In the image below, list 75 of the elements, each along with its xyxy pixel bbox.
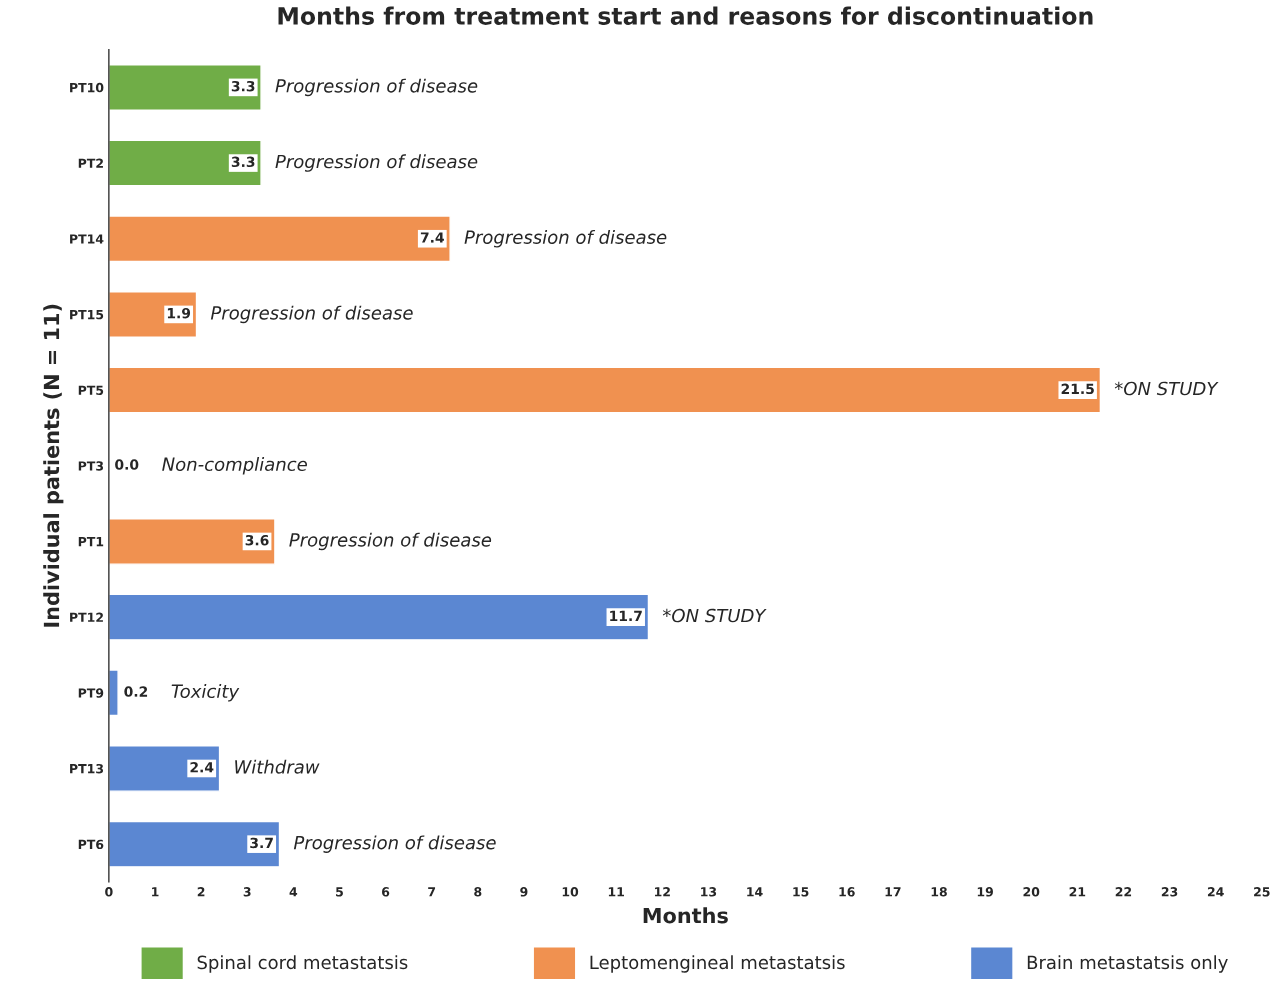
data-label: 1.9 — [167, 307, 191, 319]
y-tick-label: PT12 — [70, 612, 103, 622]
data-label: 3.3 — [231, 80, 255, 92]
annotation: *ON STUDY — [662, 608, 767, 623]
y-tick-label: PT15 — [70, 310, 104, 320]
x-tick-label: 0 — [105, 887, 113, 897]
x-tick-label: 13 — [701, 887, 717, 897]
x-axis-title: Months — [643, 907, 728, 924]
x-tick-label: 21 — [1069, 887, 1086, 897]
x-tick-label: 14 — [747, 887, 763, 897]
y-tick-label: PT10 — [70, 82, 104, 93]
annotation: Withdraw — [235, 759, 320, 774]
y-tick-label: PT14 — [70, 234, 104, 244]
x-tick-label: 8 — [474, 887, 482, 897]
legend-label: Spinal cord metastatsis — [197, 955, 408, 973]
annotation: Progression of disease — [464, 230, 667, 248]
annotation: Progression of disease — [275, 154, 478, 172]
x-tick-label: 24 — [1207, 887, 1224, 897]
x-tick-label: 5 — [336, 887, 343, 897]
x-tick-label: 23 — [1161, 887, 1178, 897]
y-tick-label: PT3 — [78, 461, 104, 471]
y-tick-label: PT6 — [78, 839, 104, 850]
annotation: Toxicity — [171, 684, 240, 702]
data-label: 3.7 — [250, 837, 273, 849]
annotation: Progression of disease — [210, 305, 413, 324]
y-tick-label: PT1 — [78, 537, 104, 547]
legend-label: Brain metastatsis only — [1027, 955, 1228, 973]
x-tick-label: 15 — [793, 887, 809, 897]
data-label: 7.4 — [420, 232, 444, 243]
x-tick-label: 7 — [428, 887, 436, 897]
y-axis-title: Individual patients (N = 11) — [43, 304, 64, 627]
y-tick-label: PT9 — [78, 688, 104, 698]
x-tick-label: 6 — [382, 887, 390, 897]
x-tick-label: 25 — [1254, 887, 1270, 897]
annotation: Progression of disease — [293, 835, 496, 853]
bar — [108, 820, 281, 868]
annotation: Progression of disease — [289, 532, 492, 551]
data-label: 3.6 — [245, 534, 269, 546]
data-label: 11.7 — [610, 610, 642, 621]
annotation: Non-compliance — [162, 457, 307, 475]
x-tick-label: 19 — [977, 887, 993, 897]
annotation: *ON STUDY — [1114, 381, 1219, 396]
legend-label: Leptomengineal metastatsis — [590, 955, 845, 973]
data-label: 21.5 — [1061, 383, 1094, 395]
x-tick-label: 3 — [243, 887, 251, 897]
x-tick-label: 22 — [1115, 887, 1132, 897]
annotation: Progression of disease — [275, 78, 478, 97]
x-tick-label: 12 — [654, 887, 670, 897]
data-label: 0.0 — [115, 459, 139, 470]
x-tick-label: 16 — [839, 887, 855, 897]
y-tick-label: PT2 — [78, 158, 103, 168]
x-tick-label: 18 — [931, 887, 947, 897]
x-tick-label: 10 — [562, 887, 579, 897]
data-label: 0.2 — [124, 686, 148, 697]
bar — [108, 669, 119, 717]
bar — [108, 139, 262, 187]
x-tick-label: 17 — [885, 887, 901, 897]
bar — [108, 745, 221, 792]
bar — [108, 63, 262, 111]
x-tick-label: 20 — [1023, 887, 1040, 897]
data-label: 2.4 — [190, 762, 214, 773]
bar — [108, 215, 451, 263]
chart-title: Months from treatment start and reasons for discontinuation — [278, 6, 1093, 25]
data-label: 3.3 — [231, 156, 255, 168]
x-tick-label: 1 — [152, 887, 159, 897]
bar — [108, 518, 276, 565]
y-tick-label: PT5 — [78, 385, 104, 396]
x-tick-label: 4 — [289, 887, 298, 897]
bar — [108, 291, 198, 338]
x-tick-label: 9 — [520, 887, 528, 897]
x-tick-label: 2 — [197, 887, 205, 897]
bar — [108, 593, 650, 641]
y-tick-label: PT13 — [70, 763, 104, 774]
x-tick-label: 11 — [608, 887, 624, 897]
bar — [108, 366, 1102, 414]
